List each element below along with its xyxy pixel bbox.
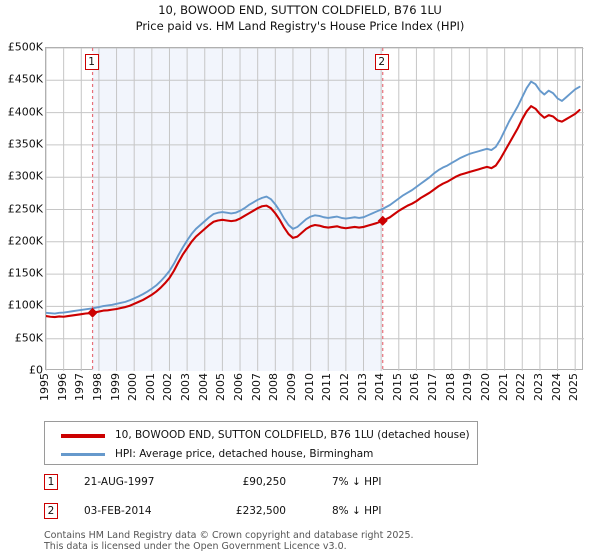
x-axis-tick-label: 1997: [73, 373, 87, 401]
x-axis-tick-label: 2011: [320, 373, 334, 401]
series-line-property: [46, 105, 581, 319]
footer-line-licence: This data is licensed under the Open Gov…: [44, 541, 347, 552]
x-axis-tick-label: 2022: [514, 373, 528, 401]
x-axis-tick-label: 1999: [108, 373, 122, 401]
x-axis-tick-label: 2023: [531, 373, 545, 401]
transaction-index-1: 1: [44, 474, 58, 490]
series-line-hpi: [46, 80, 581, 315]
legend-swatch-hpi: [61, 453, 105, 456]
y-axis-tick-label: £0: [29, 363, 43, 377]
transaction-price-2: £232,500: [235, 505, 286, 517]
x-axis-tick-label: 2021: [496, 373, 510, 401]
transaction-date-2: 03-FEB-2014: [84, 505, 152, 517]
x-axis-tick-label: 2010: [302, 373, 316, 401]
y-axis-tick-label: £150K: [7, 266, 43, 280]
x-axis-tick-label: 2020: [478, 373, 492, 401]
x-axis-tick-label: 1995: [38, 373, 51, 401]
x-axis-tick-label: 1998: [90, 373, 104, 401]
x-axis-tick-label: 2009: [284, 373, 298, 401]
x-axis-tick-label: 2025: [567, 373, 581, 401]
chart-legend: 10, BOWOOD END, SUTTON COLDFIELD, B76 1L…: [44, 421, 478, 465]
footer-attribution: Contains HM Land Registry data © Crown c…: [44, 530, 584, 552]
x-axis-tick-label: 2004: [196, 373, 210, 401]
chart-svg: [46, 48, 584, 371]
x-axis-tick-label: 2000: [126, 373, 140, 401]
footer-line-copyright: Contains HM Land Registry data © Crown c…: [44, 530, 414, 541]
transaction-price-1: £90,250: [242, 476, 286, 488]
x-axis-tick-label: 2014: [373, 373, 387, 401]
y-axis-tick-label: £300K: [7, 169, 43, 183]
title-line-address: 10, BOWOOD END, SUTTON COLDFIELD, B76 1L…: [158, 3, 442, 17]
x-axis-tick-label: 2008: [267, 373, 281, 401]
x-axis-tick-label: 2002: [161, 373, 175, 401]
chart-container: £0 £50K £100K £150K £200K £250K £300K £350K £400…: [0, 40, 600, 401]
y-axis-tick-label: £100K: [7, 298, 43, 312]
x-axis-labels: 1995 1996 1997 1998 1999 2000 2001 2002 2003 2004…: [38, 373, 583, 419]
y-axis-tick-label: £400K: [7, 105, 43, 119]
x-axis-tick-label: 2005: [214, 373, 228, 401]
page-title: 10, BOWOOD END, SUTTON COLDFIELD, B76 1L…: [0, 2, 600, 34]
x-axis-tick-label: 2007: [249, 373, 263, 401]
x-axis-tick-label: 2003: [179, 373, 193, 401]
x-axis-tick-label: 2015: [390, 373, 404, 401]
y-axis-tick-label: £450K: [7, 72, 43, 86]
x-axis-tick-label: 2016: [408, 373, 422, 401]
transaction-date-1: 21-AUG-1997: [84, 476, 155, 488]
x-axis-tick-label: 1996: [55, 373, 69, 401]
chart-marker-box-1[interactable]: 1: [84, 54, 99, 70]
legend-label-hpi: HPI: Average price, detached house, Birm…: [115, 448, 374, 460]
x-axis-tick-label: 2019: [461, 373, 475, 401]
legend-row-property: 10, BOWOOD END, SUTTON COLDFIELD, B76 1L…: [45, 424, 477, 446]
y-axis-tick-label: £200K: [7, 234, 43, 248]
x-axis-tick-label: 2012: [337, 373, 351, 401]
transaction-row-2[interactable]: 2 03-FEB-2014 £232,500 8% ↓ HPI: [44, 503, 464, 525]
transaction-point-marker: [87, 307, 98, 318]
transaction-point-marker: [377, 215, 388, 226]
title-line-subtitle: Price paid vs. HM Land Registry's House …: [135, 19, 465, 33]
plot-area: [45, 47, 584, 371]
x-axis-tick-label: 2013: [355, 373, 369, 401]
y-axis-tick-label: £350K: [7, 137, 43, 151]
y-axis-tick-label: £500K: [7, 40, 43, 54]
x-axis-tick-label: 2006: [232, 373, 246, 401]
x-axis-tick-label: 2018: [443, 373, 457, 401]
y-axis-tick-label: £250K: [7, 202, 43, 215]
x-axis-tick-label: 2001: [143, 373, 157, 401]
x-axis-tick-label: 2024: [549, 373, 563, 401]
transaction-hpi-delta-2: 8% ↓ HPI: [332, 505, 382, 517]
transaction-hpi-delta-1: 7% ↓ HPI: [332, 476, 382, 488]
y-axis-tick-label: £50K: [14, 331, 43, 345]
legend-swatch-property: [61, 434, 105, 438]
legend-row-hpi: HPI: Average price, detached house, Birm…: [45, 443, 477, 465]
x-axis-tick-label: 2017: [426, 373, 440, 401]
transaction-index-2: 2: [44, 503, 58, 519]
transaction-row-1[interactable]: 1 21-AUG-1997 £90,250 7% ↓ HPI: [44, 474, 464, 496]
legend-label-property: 10, BOWOOD END, SUTTON COLDFIELD, B76 1L…: [115, 429, 470, 441]
chart-marker-box-2[interactable]: 2: [374, 54, 389, 70]
